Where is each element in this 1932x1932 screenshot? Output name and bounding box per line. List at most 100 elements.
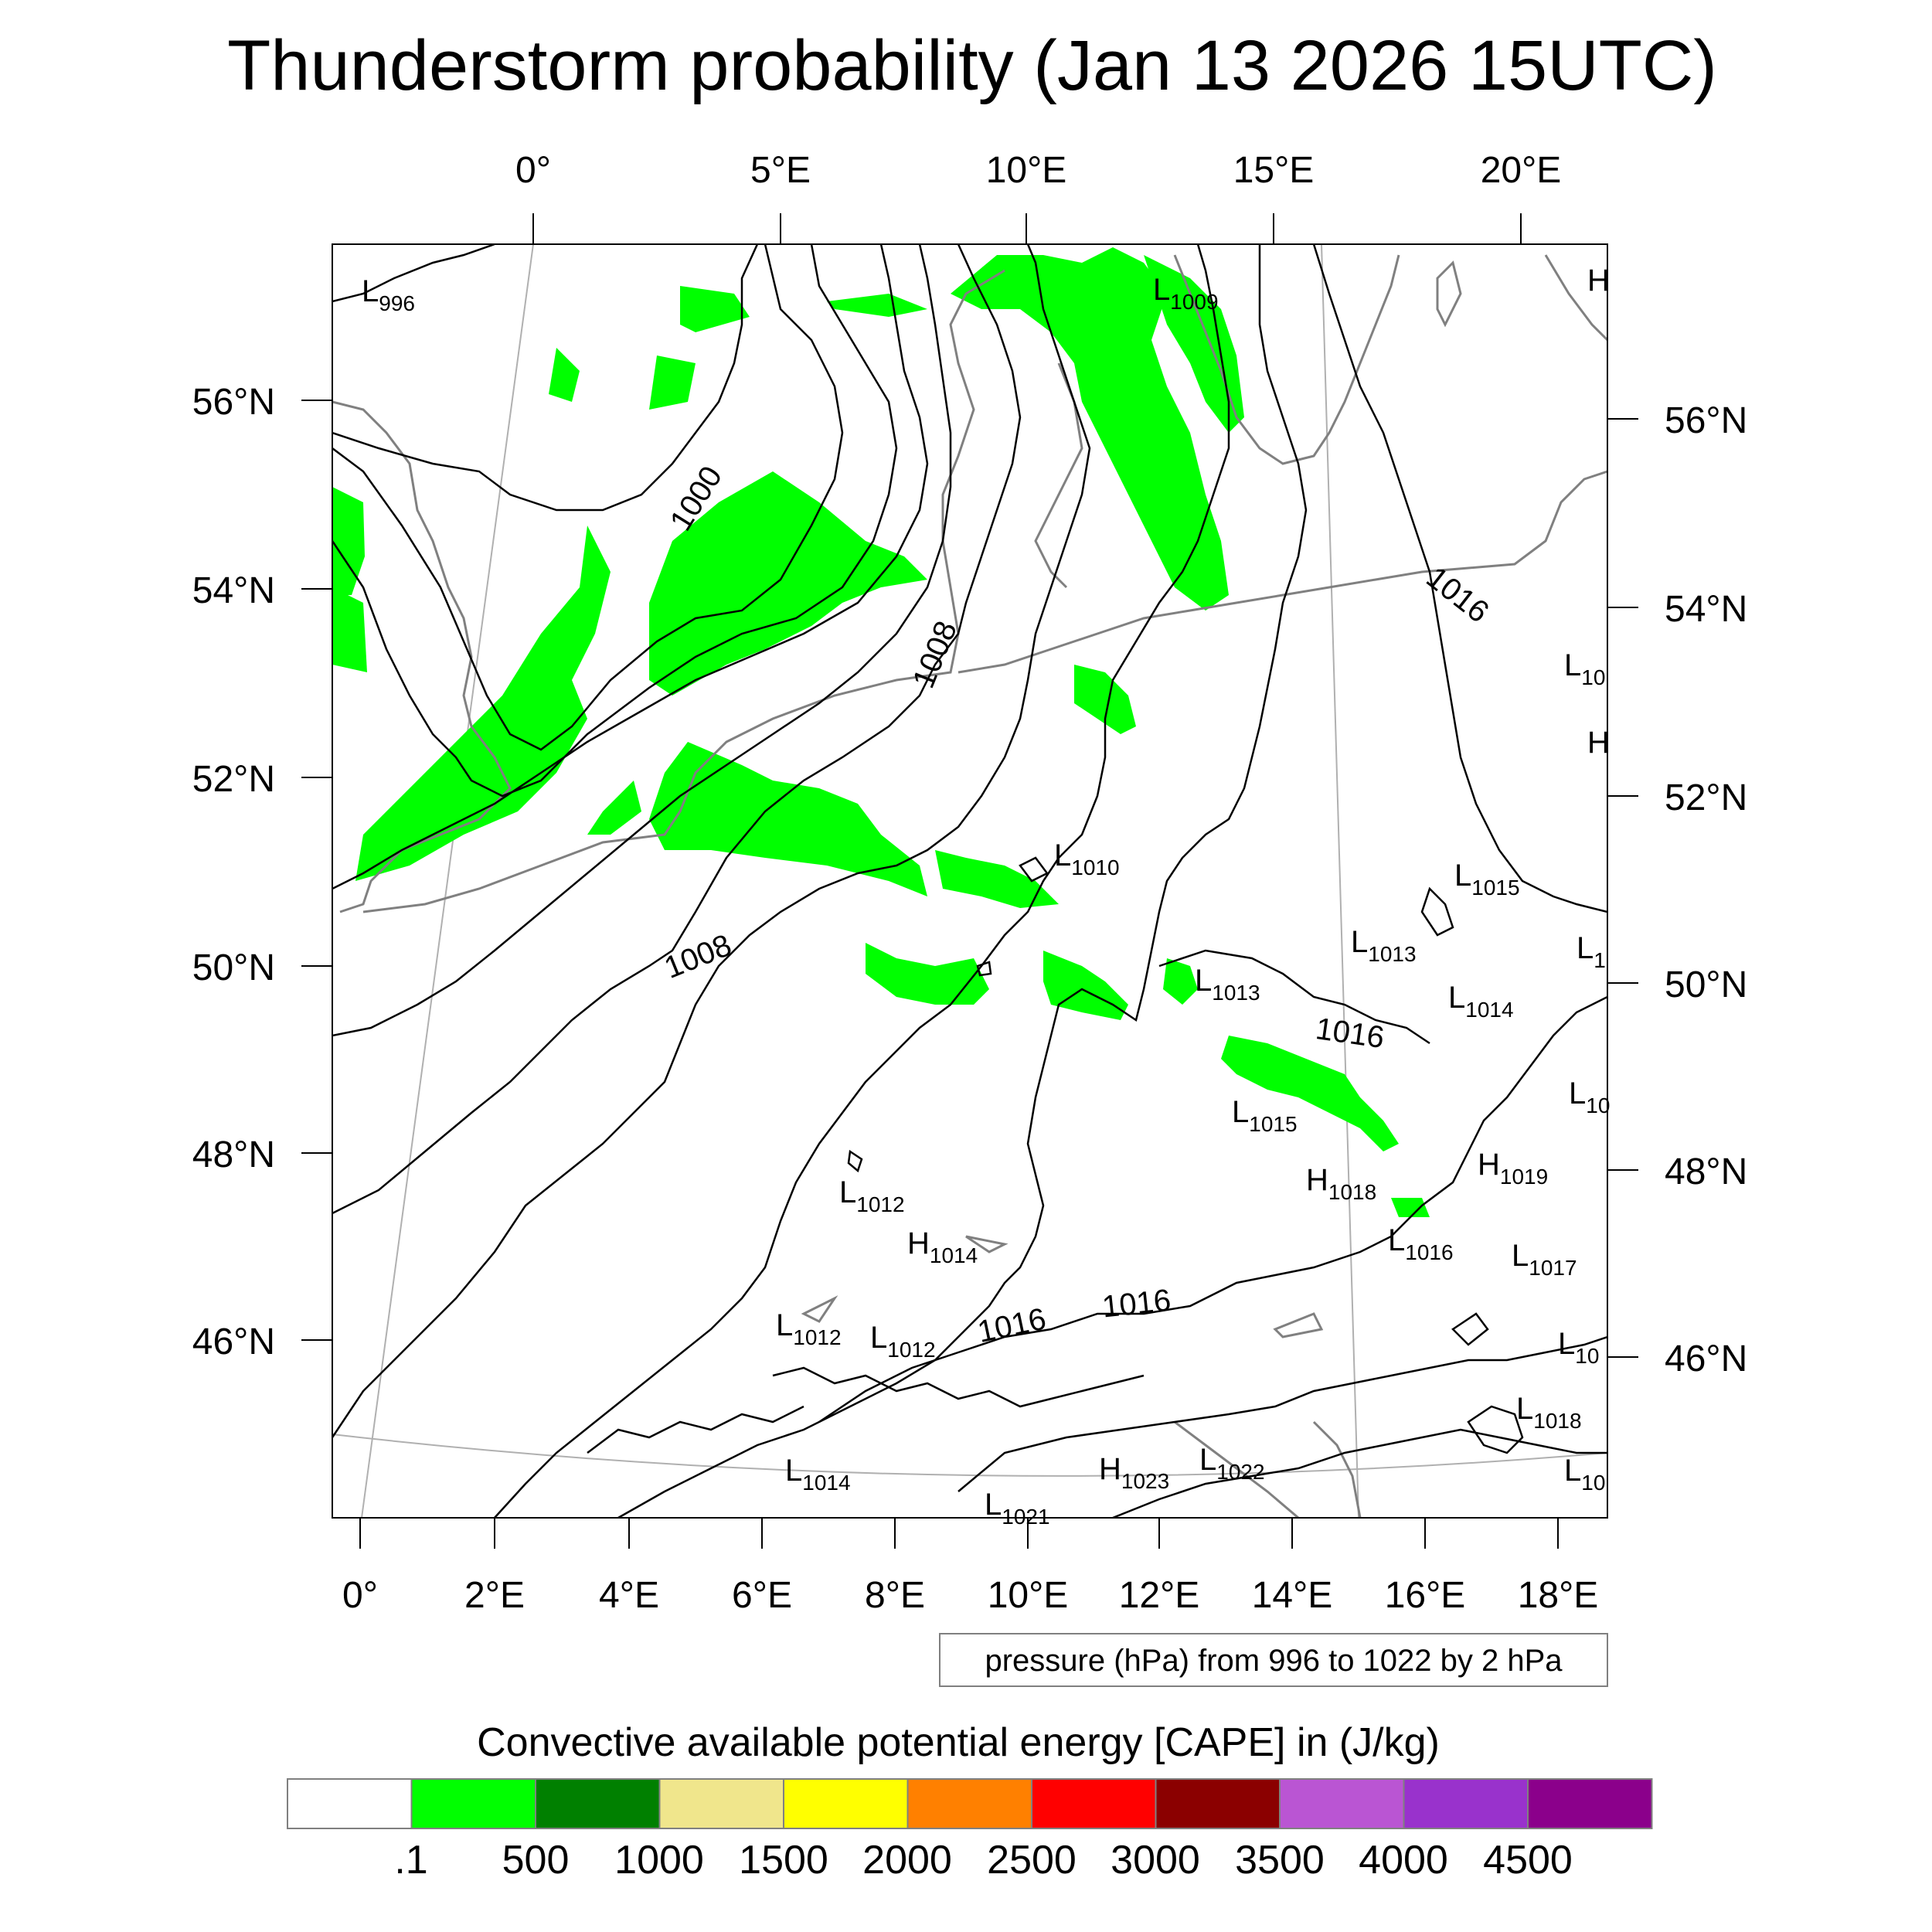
coastline-lake-constance [965,1235,1009,1253]
cape-area-north-sea-west [332,487,365,595]
pressure-center: L1015 [1232,1095,1298,1136]
lat-label: 48°N [1665,1151,1747,1192]
isobars [332,244,1607,1518]
lat-label: 48°N [192,1134,275,1175]
isobar-1000 [332,244,844,751]
colorbar-swatch [287,1778,413,1829]
lon-label: 12°E [1119,1575,1200,1616]
lat-label: 50°N [192,947,275,988]
pressure-center: L1022 [1199,1443,1265,1484]
cape-area-germany-central [1043,951,1128,1020]
pressure-center: L1014 [785,1454,851,1495]
pressure-center: H1018 [1306,1163,1376,1204]
pressure-center: L1009 [1153,273,1219,314]
cape-area-baltic-denmark [951,247,1229,611]
colorbar-swatch [410,1778,536,1829]
pressure-center: L1010 [1054,838,1120,879]
cape-area-north-sea-north [680,286,750,332]
pressure-center: L1012 [776,1308,842,1349]
coastline-gotland [1436,260,1462,328]
isobar-1010-small [1019,856,1049,883]
pressure-centers: L996 L1009 L1010 L1013 L1013 L1014 L1015… [362,264,1610,1529]
colorbar-swatch [535,1778,661,1829]
colorbar-tick-label: 3000 [1111,1838,1200,1883]
isobar-1010 [332,244,1091,1438]
cape-area-germany-west [935,850,1059,908]
pressure-note-text: pressure (hPa) from 996 to 1022 by 2 hPa [985,1644,1563,1678]
isobar-label: 1016 [1100,1284,1172,1325]
coastline-baltic [957,470,1607,674]
isobar-1004 [332,244,929,890]
left-ticks [301,400,332,1341]
pressure-center: L996 [362,274,415,315]
lon-label: 6°E [732,1575,792,1616]
pressure-note: pressure (hPa) from 996 to 1022 by 2 hPa [939,1633,1608,1687]
top-ticks [532,213,1522,244]
pressure-center: L1016 [1388,1223,1454,1264]
isobar-1014-small [1158,949,1430,1045]
lon-label: 8°E [865,1575,925,1616]
coastline-sweden [1173,254,1400,465]
colorbar: Convective available potential energy [C… [287,1720,1653,1883]
pressure-center: H1014 [907,1226,978,1267]
isobar-1016-small [1451,1312,1489,1346]
lon-label: 5°E [750,150,811,191]
isobar-1008 [332,244,1022,1215]
bottom-lon-labels: 0° 2°E 4°E 6°E 8°E 10°E 12°E 14°E 16°E 1… [342,1575,1598,1616]
lat-label: 52°N [1665,777,1747,818]
pressure-center: L1018 [1516,1392,1582,1433]
isobar-1014 [617,244,1308,1518]
colorbar-tick-label: 4500 [1483,1838,1573,1883]
colorbar-tick-label: 2000 [862,1838,952,1883]
colorbar-swatch [906,1778,1032,1829]
isobar-label: 1016 [1314,1012,1386,1055]
isobar-998 [332,244,759,512]
pressure-center: L10 [1564,1454,1605,1495]
cape-area-benelux [587,781,641,835]
isobar-1012-small [847,1149,863,1173]
coastlines [332,254,1607,1518]
isobar-alps [587,1405,804,1454]
lon-label: 2°E [464,1575,525,1616]
lat-label: 50°N [1665,964,1747,1005]
pressure-center: L10 [1564,648,1605,689]
colorbar-tick-label: 1500 [739,1838,828,1883]
pressure-center: H [1587,264,1610,298]
colorbar-swatches [287,1778,1653,1829]
figure-title: Thunderstorm probability (Jan 13 2026 15… [227,26,1717,105]
lon-label: 18°E [1518,1575,1599,1616]
lon-label: 0° [515,150,551,191]
coastline-lake-geneva [801,1295,838,1323]
pressure-center: L10 [1569,1077,1610,1117]
lat-label: 56°N [192,382,275,423]
lat-label: 46°N [1665,1338,1747,1379]
pressure-center: H1023 [1099,1452,1169,1493]
cape-area-north-sea-north [649,355,696,410]
colorbar-tick-label: 500 [502,1838,570,1883]
map-panel: 0° 5°E 10°E 15°E 20°E 0° 2°E 4°E 6°E 8°E… [192,150,1747,1687]
right-lat-labels: 56°N 54°N 52°N 50°N 48°N 46°N [1665,400,1747,1379]
cape-area-baltic-denmark [827,294,927,317]
cape-area-czech [1163,958,1198,1005]
pressure-center: L1012 [839,1175,905,1216]
pressure-center: L1021 [985,1488,1050,1529]
coastline-adriatic [1174,1420,1299,1518]
pressure-center: L1 [1577,931,1606,972]
colorbar-swatch [783,1778,909,1829]
coastline-italy [1312,1420,1362,1518]
isobar-1018-small [1467,1405,1524,1454]
isobar-1016 [818,995,1607,1423]
lon-label: 0° [342,1575,378,1616]
isobar-1006 [332,244,952,1037]
colorbar-tick-label: .1 [394,1838,427,1883]
lon-label: 10°E [986,150,1067,191]
lon-label: 16°E [1385,1575,1466,1616]
left-lat-labels: 56°N 54°N 52°N 50°N 48°N 46°N [192,382,275,1362]
isobar-1002 [332,244,898,798]
cape-shading [332,247,1430,1217]
pressure-center: L1014 [1448,981,1514,1022]
isobar-1016-north [1312,244,1607,913]
lon-label: 20°E [1481,150,1562,191]
colorbar-swatch [1155,1778,1281,1829]
cape-area-poland-south [1221,1036,1399,1151]
